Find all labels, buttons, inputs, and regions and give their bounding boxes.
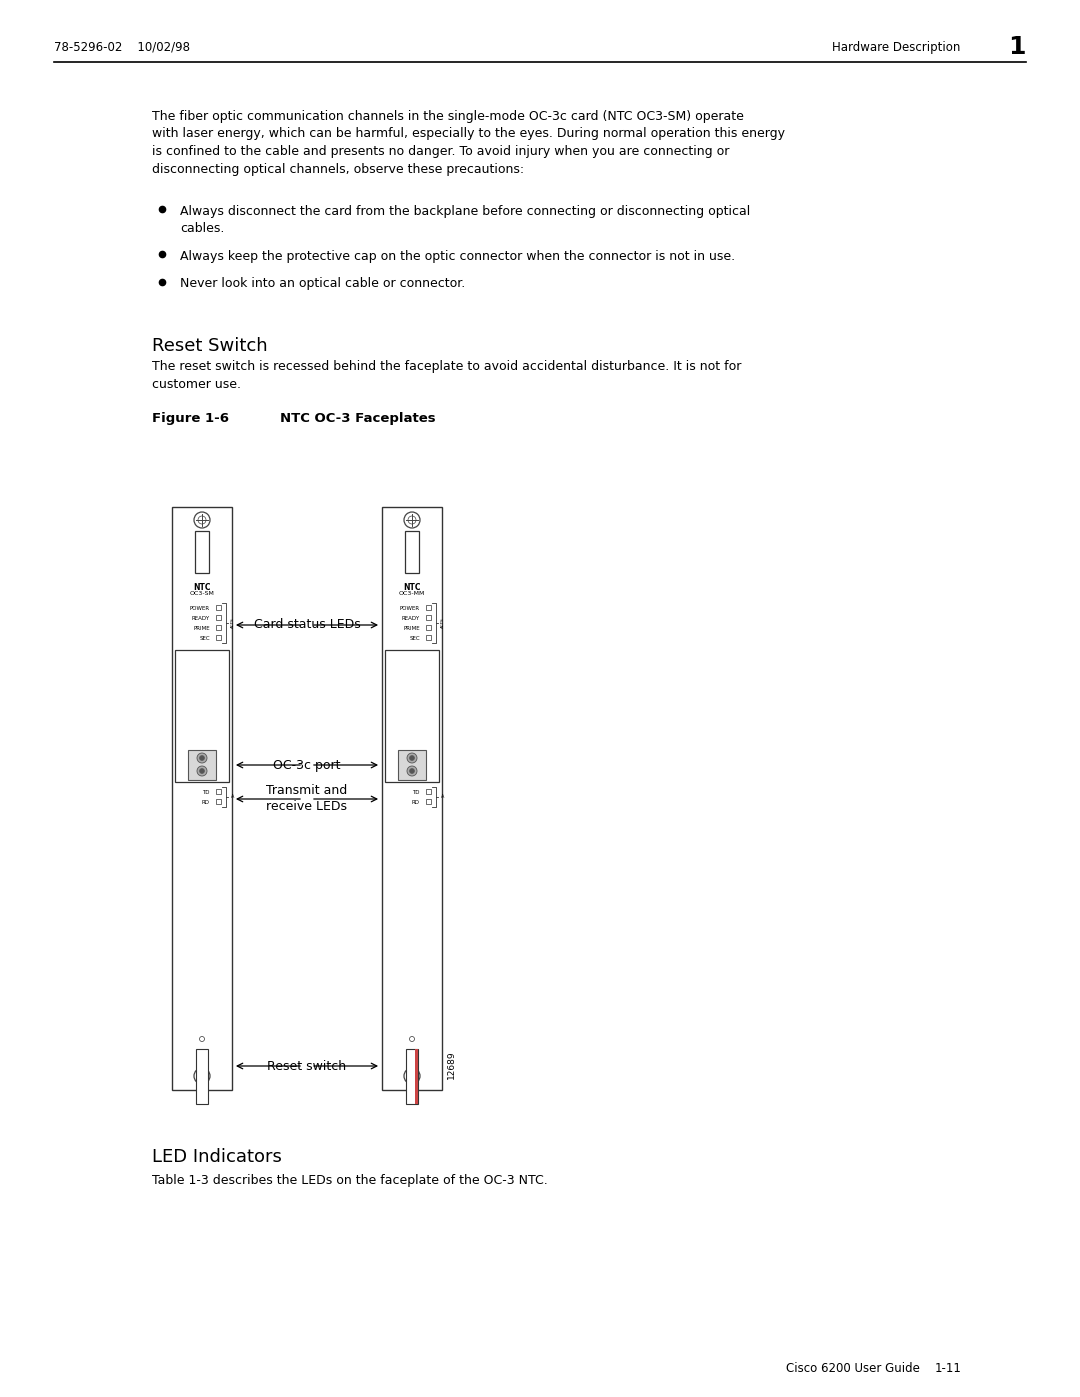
Bar [216, 789, 221, 793]
Text: TD: TD [413, 789, 420, 795]
Text: RD: RD [202, 799, 210, 805]
Text: SEC: SEC [409, 636, 420, 640]
Text: Never look into an optical cable or connector.: Never look into an optical cable or conn… [180, 278, 465, 291]
Text: 78-5296-02    10/02/98: 78-5296-02 10/02/98 [54, 41, 190, 53]
Bar [216, 636, 221, 640]
Circle shape [200, 1037, 204, 1042]
Text: The fiber optic communication channels in the single-mode OC-3c card (NTC OC3-SM: The fiber optic communication channels i… [152, 110, 744, 123]
Text: Always disconnect the card from the backplane before connecting or disconnecting: Always disconnect the card from the back… [180, 205, 751, 218]
Text: Table 1-3 describes the LEDs on the faceplate of the OC-3 NTC.: Table 1-3 describes the LEDs on the face… [152, 1173, 548, 1187]
Bar [405, 531, 419, 573]
Text: A: A [231, 795, 234, 799]
Text: READY: READY [402, 616, 420, 620]
Circle shape [194, 1067, 210, 1084]
Bar [216, 624, 221, 630]
Bar [175, 650, 229, 782]
Bar [415, 1049, 418, 1104]
Text: 1: 1 [1009, 35, 1026, 59]
Circle shape [404, 511, 420, 528]
Text: Always keep the protective cap on the optic connector when the connector is not : Always keep the protective cap on the op… [180, 250, 735, 263]
Circle shape [198, 515, 206, 524]
Bar [426, 636, 431, 640]
Text: receive LEDs: receive LEDs [267, 800, 348, 813]
Text: Reset switch: Reset switch [268, 1059, 347, 1073]
Circle shape [408, 515, 416, 524]
Text: ACTS: ACTS [231, 617, 235, 629]
Bar [195, 531, 210, 573]
Text: TD: TD [203, 789, 210, 795]
Bar [384, 650, 438, 782]
Text: with laser energy, which can be harmful, especially to the eyes. During normal o: with laser energy, which can be harmful,… [152, 127, 785, 141]
Bar [216, 799, 221, 805]
Bar [216, 605, 221, 610]
Bar [426, 605, 431, 610]
Text: SEC: SEC [200, 636, 210, 640]
Bar [188, 750, 216, 780]
Circle shape [197, 766, 207, 775]
Circle shape [197, 753, 207, 763]
Text: Cisco 6200 User Guide: Cisco 6200 User Guide [786, 1362, 920, 1375]
Text: READY: READY [192, 616, 210, 620]
Text: Reset Switch: Reset Switch [152, 337, 268, 355]
Text: NTC: NTC [403, 583, 421, 592]
Text: OC3-SM: OC3-SM [190, 591, 215, 597]
Text: Hardware Description: Hardware Description [832, 41, 960, 53]
Text: Transmit and: Transmit and [267, 785, 348, 798]
Circle shape [404, 1067, 420, 1084]
Text: NTC: NTC [193, 583, 211, 592]
Text: customer use.: customer use. [152, 377, 241, 391]
Text: 1-11: 1-11 [935, 1362, 962, 1375]
Bar [426, 789, 431, 793]
Bar [426, 624, 431, 630]
Text: LED Indicators: LED Indicators [152, 1148, 282, 1166]
Text: POWER: POWER [400, 605, 420, 610]
Bar [406, 1049, 418, 1104]
Text: cables.: cables. [180, 222, 225, 236]
Text: disconnecting optical channels, observe these precautions:: disconnecting optical channels, observe … [152, 162, 524, 176]
Bar [426, 615, 431, 620]
Bar [426, 799, 431, 805]
Circle shape [198, 1071, 206, 1080]
Text: PRIME: PRIME [403, 626, 420, 630]
Text: NTC OC-3 Faceplates: NTC OC-3 Faceplates [280, 412, 435, 425]
Text: Card status LEDs: Card status LEDs [254, 619, 361, 631]
Bar [399, 750, 426, 780]
Bar [216, 615, 221, 620]
Text: PRIME: PRIME [193, 626, 210, 630]
Bar [172, 507, 232, 1090]
Text: A: A [441, 795, 444, 799]
Circle shape [408, 1071, 416, 1080]
Circle shape [409, 1037, 415, 1042]
Text: OC-3c port: OC-3c port [273, 759, 341, 771]
Text: ACTS: ACTS [441, 617, 445, 629]
Circle shape [407, 753, 417, 763]
Text: is confined to the cable and presents no danger. To avoid injury when you are co: is confined to the cable and presents no… [152, 145, 729, 158]
Circle shape [409, 756, 415, 760]
Text: OC3-MM: OC3-MM [399, 591, 426, 597]
Circle shape [409, 768, 415, 774]
Bar [195, 1049, 208, 1104]
Text: 12689: 12689 [447, 1051, 456, 1080]
Circle shape [407, 766, 417, 775]
Circle shape [200, 768, 204, 774]
Text: Figure 1-6: Figure 1-6 [152, 412, 229, 425]
Bar [382, 507, 442, 1090]
Text: The reset switch is recessed behind the faceplate to avoid accidental disturbanc: The reset switch is recessed behind the … [152, 360, 741, 373]
Text: POWER: POWER [190, 605, 210, 610]
Circle shape [194, 511, 210, 528]
Circle shape [200, 756, 204, 760]
Text: RD: RD [411, 799, 420, 805]
